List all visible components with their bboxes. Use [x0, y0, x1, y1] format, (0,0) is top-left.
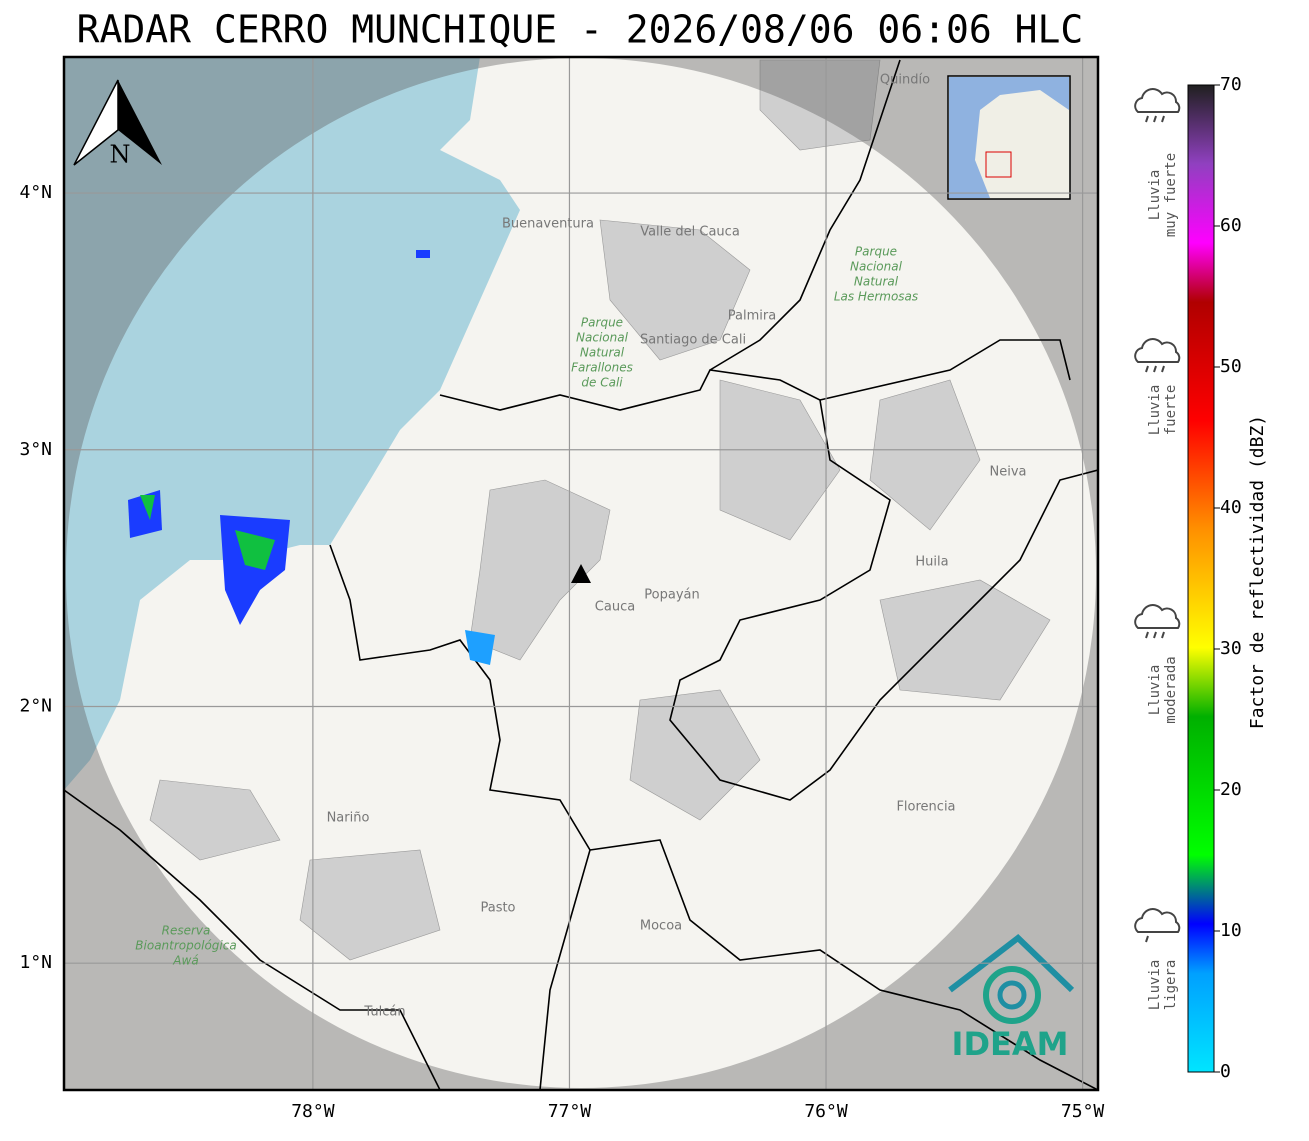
place-label: Tulcán	[363, 1005, 405, 1020]
y-tick-label: 4°N	[19, 182, 52, 203]
place-label: Cauca	[595, 600, 635, 615]
park-label: de Cali	[581, 376, 623, 390]
radar-site	[571, 564, 591, 583]
x-tick-label: 77°W	[548, 1101, 592, 1122]
rain-category: ligera	[1163, 960, 1179, 1011]
title: RADAR CERRO MUNCHIQUE - 2026/08/06 06:06…	[77, 8, 1084, 52]
rain-icon	[1134, 88, 1181, 123]
drop	[1153, 631, 1157, 639]
park-label: Natural	[854, 275, 899, 289]
place-label: Florencia	[896, 800, 955, 815]
park-label: Natural	[580, 346, 625, 360]
park-label: Parque	[855, 245, 897, 259]
place-label: Pasto	[480, 901, 515, 916]
place-label: Palmira	[728, 309, 776, 324]
place-label: Valle del Cauca	[640, 225, 740, 240]
x-tick-label: 76°W	[804, 1101, 848, 1122]
compass: N	[73, 79, 162, 169]
place-label: Huila	[915, 555, 948, 570]
y-tick-label: 2°N	[19, 695, 52, 716]
drop	[1161, 365, 1165, 373]
logo-text: IDEAM	[952, 1025, 1069, 1063]
cloud	[1134, 908, 1181, 933]
colorbar-tick-label: 20	[1220, 779, 1242, 800]
drop	[1161, 115, 1165, 123]
rain-category: fuerte	[1163, 385, 1179, 436]
colorbar-tick-label: 50	[1220, 356, 1242, 377]
colorbar-tick-label: 30	[1220, 638, 1242, 659]
rain-icon	[1134, 338, 1181, 373]
colorbar	[1187, 84, 1215, 1073]
park-label: Reserva	[162, 924, 211, 938]
rain-icon	[1134, 604, 1181, 639]
place-label: Santiago de Cali	[640, 333, 746, 348]
park-label: Farallones	[571, 361, 633, 375]
y-tick-label: 1°N	[19, 952, 52, 973]
y-tick-label: 3°N	[19, 439, 52, 460]
drop	[1145, 935, 1149, 943]
x-tick-label: 75°W	[1061, 1101, 1105, 1122]
map: N IDEAM	[64, 57, 1098, 1090]
drop	[1153, 365, 1157, 373]
colorbar-tick-label: 0	[1220, 1061, 1231, 1082]
colorbar-tick-label: 10	[1220, 920, 1242, 941]
drop	[1145, 365, 1149, 373]
rain-category: Lluvia	[1147, 665, 1163, 716]
place-label: Mocoa	[640, 919, 682, 934]
x-tick-label: 78°W	[291, 1101, 335, 1122]
colorbar-tick-label: 70	[1220, 74, 1242, 95]
colorbar-label: Factor de reflectividad (dBZ)	[1247, 415, 1268, 729]
cloud	[1134, 338, 1181, 363]
drop	[1145, 115, 1149, 123]
gray-regions	[149, 59, 1051, 961]
colorbar-tick-label: 40	[1220, 497, 1242, 518]
north-label: N	[110, 141, 131, 169]
place-label: Quindío	[880, 73, 930, 88]
place-label: Buenaventura	[502, 217, 594, 232]
rain-category: moderada	[1163, 656, 1179, 723]
borders	[64, 59, 1098, 1090]
drop	[1145, 631, 1149, 639]
drop	[1153, 115, 1157, 123]
place-label: Nariño	[327, 811, 370, 826]
rain-category: Lluvia	[1147, 170, 1163, 221]
park-label: Las Hermosas	[834, 290, 918, 304]
drop	[1161, 631, 1165, 639]
cloud	[1134, 604, 1181, 629]
rain-icon	[1134, 908, 1181, 943]
map-frame	[62, 55, 1100, 1092]
place-label: Neiva	[990, 465, 1027, 480]
grid: Buenaventura Valle del Cauca Santiago de C…	[64, 57, 1098, 1090]
rain-category: Lluvia	[1147, 385, 1163, 436]
rain-category: muy fuerte	[1163, 153, 1179, 237]
inset-map	[947, 75, 1071, 200]
park-label: Parque	[581, 316, 623, 330]
park-label: Nacional	[850, 260, 903, 274]
logo: IDEAM	[948, 934, 1075, 1063]
place-label: Popayán	[644, 588, 699, 603]
rain-category: Lluvia	[1147, 960, 1163, 1011]
park-label: Nacional	[576, 331, 629, 345]
park-label: Awá	[172, 954, 198, 968]
colorbar-tick-label: 60	[1220, 215, 1242, 236]
radar-echoes	[128, 250, 495, 665]
park-label: Bioantropológica	[135, 939, 236, 953]
cloud	[1134, 88, 1181, 113]
